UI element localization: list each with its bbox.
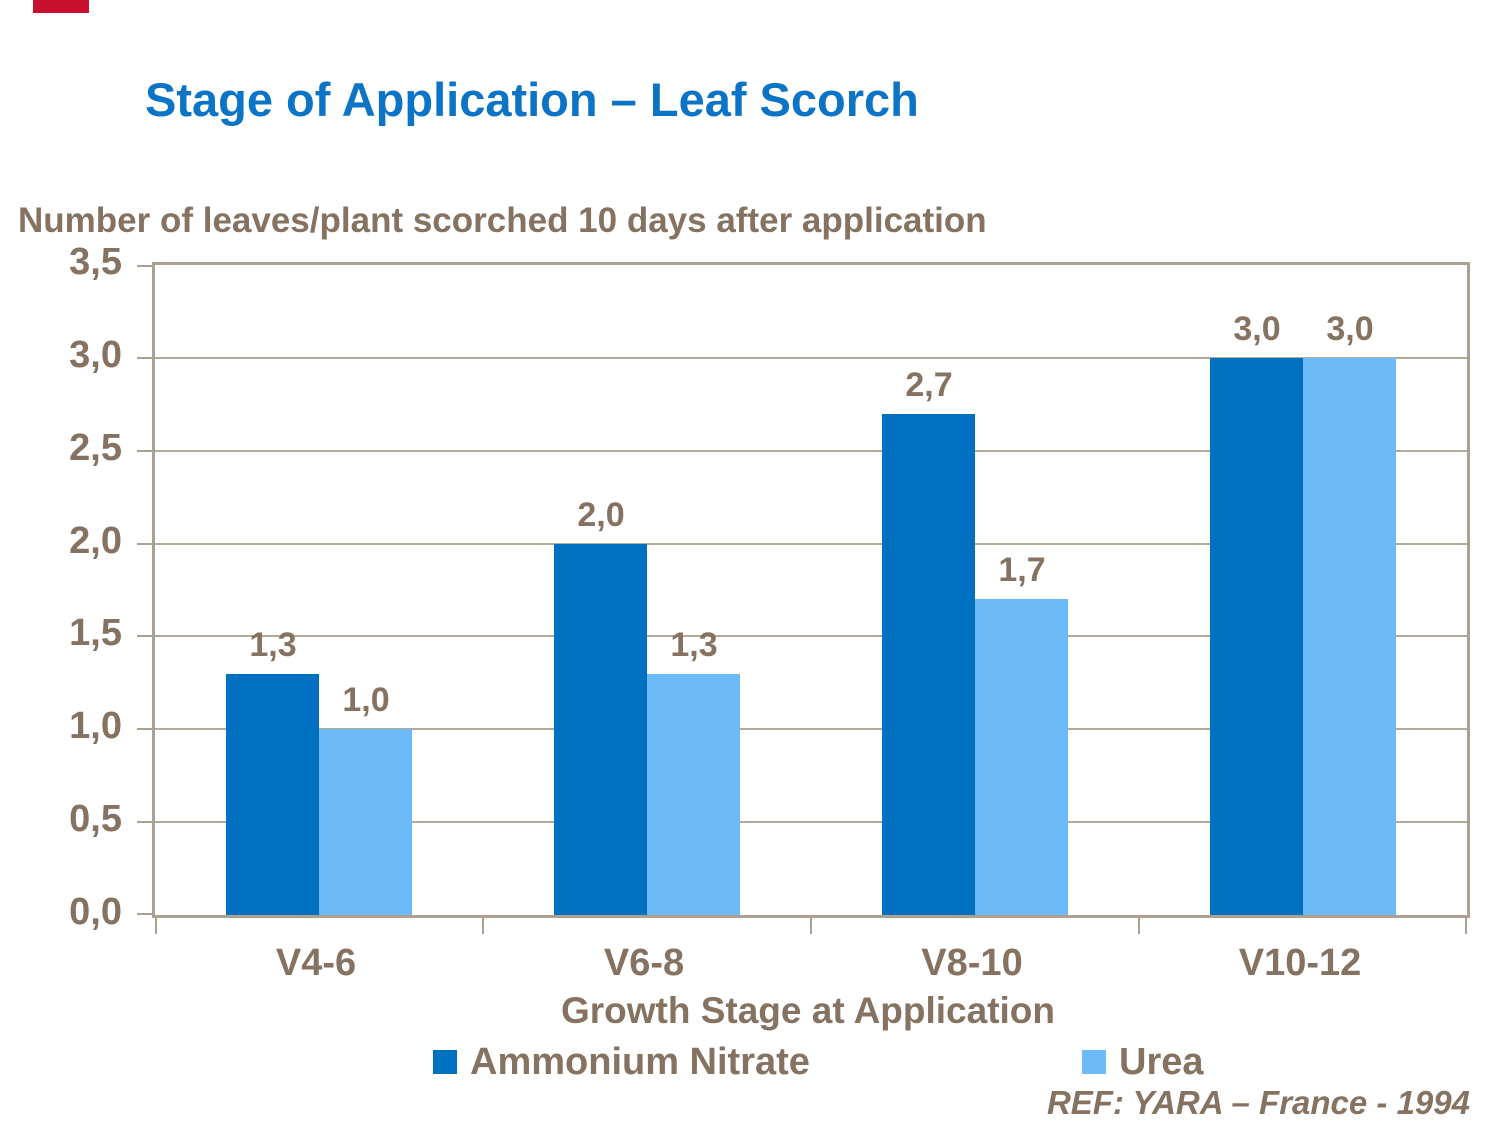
x-category-label: V10-12 (1238, 942, 1362, 984)
gridline (155, 728, 1467, 730)
bar-urea (647, 674, 740, 915)
legend-swatch-ammonium-nitrate (433, 1050, 457, 1074)
x-axis-title: Growth Stage at Application (560, 990, 1056, 1031)
y-tick-label: 2,5 (69, 427, 122, 469)
y-axis-title: Number of leaves/plant scorched 10 days … (18, 201, 987, 240)
bar-urea (319, 729, 412, 915)
y-tick-label: 1,5 (69, 612, 122, 654)
y-tick-mark (137, 728, 152, 730)
y-tick-label: 0,0 (69, 891, 122, 933)
y-tick-mark (137, 913, 152, 915)
gridline (155, 357, 1467, 359)
bar-ammonium-nitrate (1210, 358, 1303, 915)
y-tick-mark (137, 265, 152, 267)
legend-swatch-urea (1082, 1050, 1106, 1074)
x-category-label: V6-8 (603, 942, 685, 984)
bar-value-label: 2,0 (577, 496, 625, 534)
x-tick-mark (1465, 918, 1467, 934)
y-tick-mark (137, 543, 152, 545)
bar-value-label: 1,7 (998, 551, 1046, 589)
legend-item-urea: Urea (1082, 1040, 1204, 1084)
gridline (155, 635, 1467, 637)
x-category-label: V8-10 (921, 942, 1023, 984)
gridline (155, 543, 1467, 545)
y-tick-label: 1,0 (69, 705, 122, 747)
x-tick-mark (810, 918, 812, 934)
bar-ammonium-nitrate (554, 544, 647, 915)
bar-ammonium-nitrate (226, 674, 319, 915)
y-tick-label: 2,0 (69, 520, 122, 562)
legend-label: Urea (1119, 1041, 1204, 1083)
bar-value-label: 3,0 (1326, 310, 1374, 348)
bar-value-label: 3,0 (1233, 310, 1281, 348)
y-tick-mark (137, 821, 152, 823)
x-tick-mark (1138, 918, 1140, 934)
gridline (155, 821, 1467, 823)
red-accent-mark (33, 0, 89, 13)
legend-item-ammonium-nitrate: Ammonium Nitrate (433, 1040, 810, 1084)
gridline (155, 450, 1467, 452)
bar-ammonium-nitrate (882, 414, 975, 915)
x-tick-mark (155, 918, 157, 934)
slide-title: Stage of Application – Leaf Scorch (145, 73, 919, 126)
y-tick-label: 3,5 (69, 241, 122, 283)
y-tick-mark (137, 357, 152, 359)
x-category-label: V4-6 (275, 942, 357, 984)
bar-urea (975, 599, 1068, 915)
bar-value-label: 1,3 (249, 626, 297, 664)
y-tick-label: 0,5 (69, 798, 122, 840)
y-tick-mark (137, 450, 152, 452)
x-tick-mark (482, 918, 484, 934)
y-tick-label: 3,0 (69, 334, 122, 376)
footer-reference: REF: YARA – France - 1994 (1046, 1084, 1470, 1121)
bar-value-label: 2,7 (905, 366, 953, 404)
bar-urea (1303, 358, 1396, 915)
bar-value-label: 1,0 (342, 681, 390, 719)
bar-value-label: 1,3 (670, 626, 718, 664)
chart-plot-area: 1,3 1,0 2,0 1,3 2,7 1,7 3,0 3,0 (137, 262, 1470, 934)
y-tick-mark (137, 635, 152, 637)
legend-label: Ammonium Nitrate (470, 1041, 810, 1083)
